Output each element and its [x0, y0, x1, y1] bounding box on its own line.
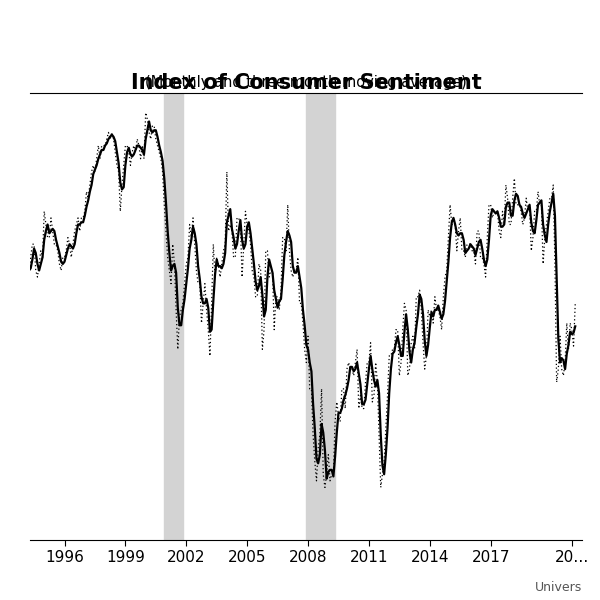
Title: Index of Consumer Sentiment: Index of Consumer Sentiment [131, 73, 481, 93]
Bar [164, 93, 183, 540]
Text: (Monthly and three month moving average): (Monthly and three month moving average) [145, 75, 467, 90]
Bar [307, 93, 335, 540]
Text: Univers: Univers [535, 581, 582, 594]
